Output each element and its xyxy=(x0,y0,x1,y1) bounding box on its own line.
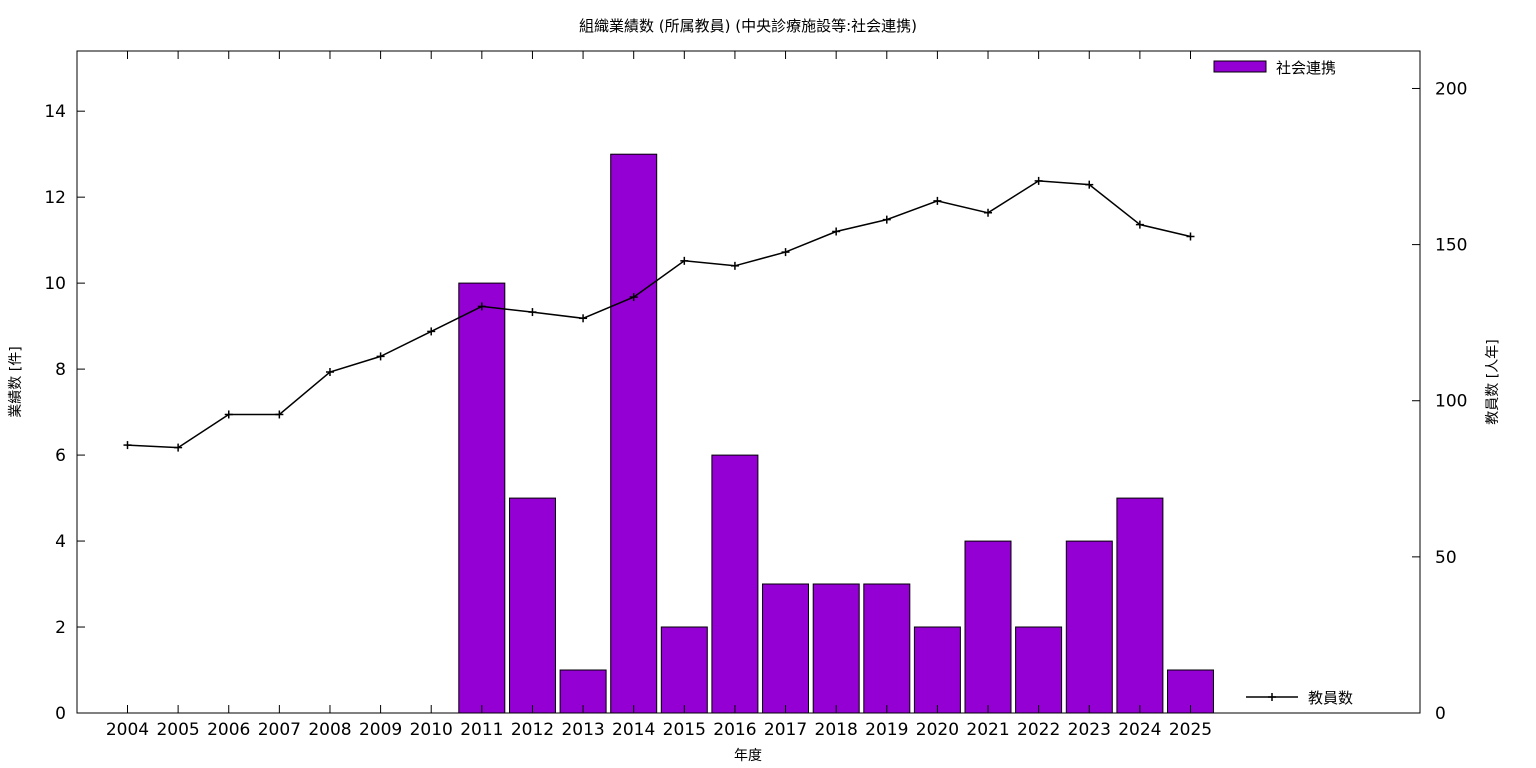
y-tick-label-left: 2 xyxy=(55,618,66,638)
x-tick-label: 2017 xyxy=(764,720,807,740)
x-tick-label: 2020 xyxy=(916,720,959,740)
chart-title: 組織業績数 (所属教員) (中央診療施設等:社会連携) xyxy=(579,17,917,35)
y-tick-label-left: 14 xyxy=(44,102,66,122)
bar-2011 xyxy=(458,282,506,714)
x-tick-label: 2008 xyxy=(308,720,351,740)
y-axis-label-left: 業績数 [件] xyxy=(8,346,24,417)
line-point-2013 xyxy=(579,314,588,323)
axes-layer: 2004 2005 2006 2007 2008 2009 2010 2011 2012 2013… xyxy=(44,51,1467,740)
bar-2021 xyxy=(964,540,1012,714)
bar-2024 xyxy=(1116,497,1164,714)
x-tick-label: 2007 xyxy=(258,720,301,740)
x-tick-label: 2018 xyxy=(815,720,858,740)
x-tick-label: 2011 xyxy=(460,720,503,740)
x-axis-label: 年度 xyxy=(734,748,762,764)
bar-2012 xyxy=(509,497,556,714)
y-tick-label-right: 150 xyxy=(1435,236,1467,256)
line-point-2014 xyxy=(629,293,638,302)
y-axis-label-right: 教員数 [人年] xyxy=(1485,339,1501,424)
line-point-2020 xyxy=(933,196,942,205)
line-point-2017 xyxy=(781,248,790,257)
x-tick-label: 2014 xyxy=(612,720,655,740)
x-tick-label: 2024 xyxy=(1118,720,1161,740)
bars-layer xyxy=(458,153,1214,714)
x-tick-label: 2004 xyxy=(106,720,149,740)
line-point-2008 xyxy=(325,368,334,377)
line-point-2024 xyxy=(1135,220,1144,229)
plot-frame xyxy=(76,50,1421,714)
x-tick-label: 2009 xyxy=(359,720,402,740)
bar-2015 xyxy=(660,626,708,714)
bar-2016 xyxy=(711,454,759,714)
y-tick-label-right: 50 xyxy=(1435,548,1457,568)
line-point-2005 xyxy=(174,443,183,452)
line-point-2009 xyxy=(376,352,385,361)
line-point-2010 xyxy=(427,327,436,336)
y-tick-label-left: 12 xyxy=(44,188,66,208)
x-tick-label: 2010 xyxy=(410,720,453,740)
line-layer xyxy=(123,176,1195,452)
line-point-2006 xyxy=(224,410,233,419)
line-point-2019 xyxy=(882,215,891,224)
line-point-2007 xyxy=(275,410,284,419)
x-tick-label: 2013 xyxy=(561,720,604,740)
line-point-2025 xyxy=(1186,232,1195,241)
line-point-2021 xyxy=(984,208,993,217)
bar-2018 xyxy=(812,583,860,714)
legend-bar-swatch xyxy=(1213,60,1267,73)
y-tick-label-left: 6 xyxy=(55,446,66,466)
x-tick-label: 2005 xyxy=(156,720,199,740)
bar-2019 xyxy=(863,583,911,714)
legend-line: 教員数 xyxy=(1246,689,1353,707)
legend-line-label: 教員数 xyxy=(1308,689,1353,707)
y-tick-label-left: 8 xyxy=(55,360,66,380)
bar-2014 xyxy=(610,153,658,714)
legend-bar: 社会連携 xyxy=(1213,59,1336,77)
x-tick-label: 2012 xyxy=(511,720,554,740)
y-tick-label-right: 0 xyxy=(1435,704,1446,724)
y-tick-label-left: 10 xyxy=(44,274,66,294)
x-tick-label: 2025 xyxy=(1169,720,1212,740)
x-tick-label: 2016 xyxy=(713,720,756,740)
line-point-2011 xyxy=(477,302,486,311)
bar-2020 xyxy=(913,626,961,714)
line-point-2022 xyxy=(1034,176,1043,185)
x-tick-label: 2021 xyxy=(966,720,1009,740)
y-tick-label-right: 200 xyxy=(1435,79,1467,99)
bar-2022 xyxy=(1015,626,1063,714)
line-series-path xyxy=(127,180,1191,449)
line-point-2012 xyxy=(528,308,537,317)
line-point-2023 xyxy=(1085,180,1094,189)
x-tick-label: 2019 xyxy=(865,720,908,740)
line-point-2004 xyxy=(123,441,132,450)
bar-2017 xyxy=(762,583,809,714)
x-tick-label: 2023 xyxy=(1068,720,1111,740)
line-point-2016 xyxy=(730,261,739,270)
y-tick-label-right: 100 xyxy=(1435,392,1467,412)
legend-bar-label: 社会連携 xyxy=(1276,59,1336,77)
bar-2023 xyxy=(1065,540,1113,714)
line-point-2018 xyxy=(832,227,841,236)
y-tick-label-left: 0 xyxy=(55,704,66,724)
y-tick-label-left: 4 xyxy=(55,532,66,552)
x-tick-label: 2022 xyxy=(1017,720,1060,740)
x-tick-label: 2006 xyxy=(207,720,250,740)
x-tick-label: 2015 xyxy=(663,720,706,740)
line-point-2015 xyxy=(680,256,689,265)
